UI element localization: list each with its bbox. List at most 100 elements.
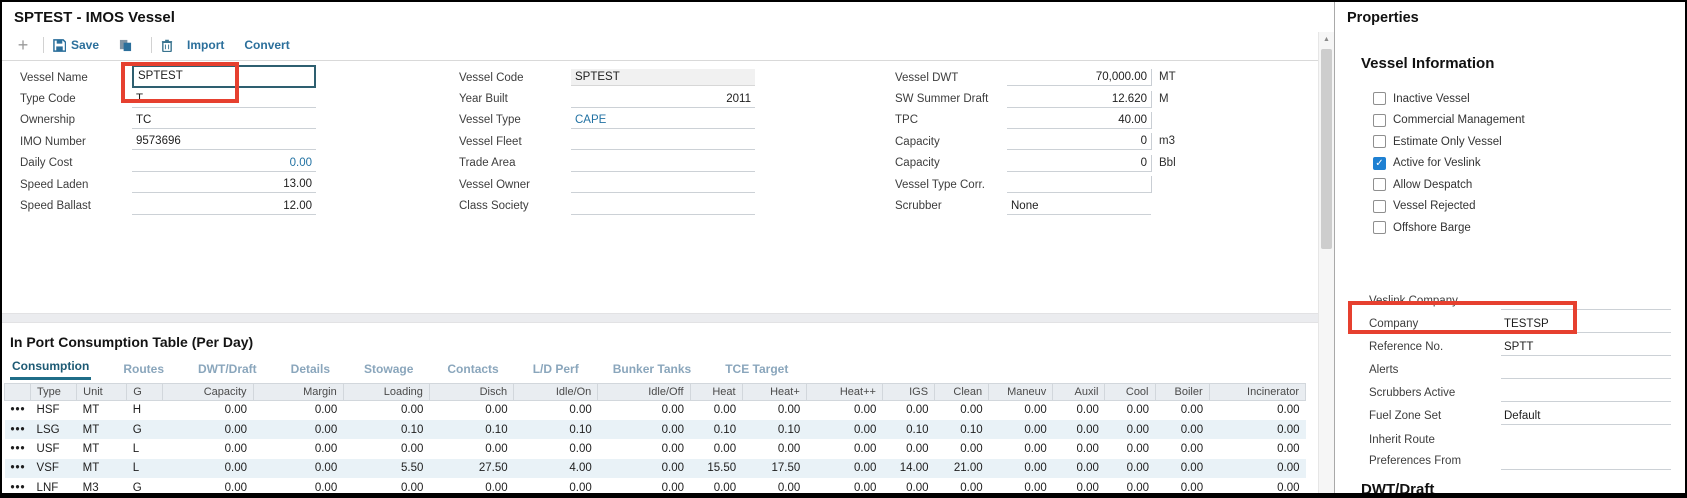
type-code-field[interactable]: T	[132, 91, 316, 108]
cell-clean[interactable]: 0.00	[960, 442, 983, 455]
cell-clean[interactable]: 0.00	[960, 404, 983, 417]
cell-auxil[interactable]: 0.00	[1076, 404, 1099, 417]
cell-disch[interactable]: 27.50	[429, 458, 514, 479]
checkbox-inactive-vessel[interactable]	[1373, 92, 1386, 106]
tpc-field[interactable]: 40.00	[1007, 112, 1151, 129]
cell-auxil[interactable]: 0.00	[1052, 419, 1105, 440]
checkbox-allow-despatch[interactable]	[1373, 178, 1386, 192]
cell-heat[interactable]: 0.00	[806, 458, 883, 479]
cell-igs[interactable]: 14.00	[882, 458, 935, 479]
cell-idle-on[interactable]: 0.10	[513, 419, 598, 440]
vessel-fleet-field[interactable]	[571, 133, 755, 151]
cell-incinerator[interactable]: 0.00	[1277, 442, 1300, 455]
inherit-route-preferences-from-field[interactable]	[1501, 453, 1671, 470]
cell-heat[interactable]: 0.00	[854, 404, 877, 417]
cell-unit[interactable]: M3	[82, 481, 99, 493]
alerts-field[interactable]	[1501, 362, 1671, 379]
cell-unit[interactable]: MT	[82, 442, 100, 455]
vessel-dwt-field[interactable]: 70,000.00	[1007, 69, 1151, 87]
checkbox-row-inactive-vessel[interactable]: Inactive Vessel	[1373, 88, 1673, 110]
cell-capacity[interactable]: 0.00	[224, 481, 248, 493]
cell-margin[interactable]: 0.00	[253, 458, 344, 479]
cell-idle-off[interactable]: 0.00	[597, 458, 690, 479]
ownership-field[interactable]: TC	[132, 112, 316, 129]
cell-type[interactable]: USF	[36, 442, 60, 455]
cell-idle-on[interactable]: 4.00	[513, 458, 598, 479]
cell-heat[interactable]: 15.50	[690, 458, 743, 479]
tab-details[interactable]: Details	[290, 362, 331, 376]
cell-incinerator[interactable]: 0.00	[1209, 419, 1306, 440]
checkbox-row-commercial-management[interactable]: Commercial Management	[1373, 110, 1673, 132]
cell-loading[interactable]: 0.00	[401, 404, 424, 417]
import-button[interactable]: Import	[187, 38, 225, 52]
row-menu-icon[interactable]: •••	[4, 419, 31, 440]
convert-button[interactable]: Convert	[244, 38, 290, 52]
cell-igs[interactable]: 0.00	[906, 404, 929, 417]
cell-cool[interactable]: 0.00	[1126, 481, 1149, 493]
cell-heat[interactable]: 0.00	[713, 442, 737, 455]
cell-boiler[interactable]: 0.00	[1155, 458, 1210, 479]
cell-capacity[interactable]: 0.00	[162, 419, 254, 440]
cell-heat[interactable]: 0.10	[690, 419, 743, 440]
cell-margin[interactable]: 0.00	[253, 419, 344, 440]
tab-consumption[interactable]: Consumption	[10, 356, 92, 380]
tab-dwt-draft[interactable]: DWT/Draft	[198, 362, 257, 376]
cell-unit[interactable]: MT	[76, 419, 127, 440]
scrubbers-active-field[interactable]	[1501, 385, 1671, 402]
scrollbar-thumb[interactable]	[1321, 49, 1332, 249]
cell-heat[interactable]: 0.00	[777, 442, 801, 455]
cell-heat[interactable]: 0.10	[742, 419, 807, 440]
cell-maneuv[interactable]: 0.00	[1024, 404, 1047, 417]
cell-idle-on[interactable]: 0.00	[569, 442, 592, 455]
cell-g[interactable]: L	[126, 458, 163, 479]
row-menu-icon[interactable]: •••	[10, 404, 26, 417]
cell-igs[interactable]: 0.00	[906, 442, 929, 455]
tab-stowage[interactable]: Stowage	[364, 362, 414, 376]
scrollbar-track[interactable]: ▲	[1318, 32, 1334, 493]
capacity-field[interactable]: 0	[1007, 155, 1151, 172]
tab-tce-target[interactable]: TCE Target	[725, 362, 789, 376]
tab-l-d-perf[interactable]: L/D Perf	[532, 362, 579, 376]
scrubber-field[interactable]: None	[1007, 198, 1151, 215]
cell-boiler[interactable]: 0.00	[1180, 442, 1204, 455]
cell-disch[interactable]: 0.00	[485, 442, 508, 455]
cell-heat[interactable]: 0.00	[854, 442, 877, 455]
vessel-owner-field[interactable]	[571, 176, 755, 194]
cell-maneuv[interactable]: 0.00	[1024, 442, 1047, 455]
cell-loading[interactable]: 0.00	[401, 481, 424, 493]
cell-auxil[interactable]: 0.00	[1076, 442, 1099, 455]
add-button[interactable]: +	[17, 35, 29, 55]
company-field[interactable]: TESTSP	[1501, 316, 1671, 333]
cell-maneuv[interactable]: 0.00	[988, 419, 1053, 440]
vessel-type-field[interactable]: CAPE	[571, 112, 755, 129]
vessel-code-field[interactable]: SPTEST	[571, 69, 755, 87]
cell-cool[interactable]: 0.00	[1104, 419, 1155, 440]
sw-summer-draft-field[interactable]: 12.620	[1007, 91, 1151, 108]
scrollbar-up-button[interactable]: ▲	[1323, 36, 1330, 43]
save-button[interactable]: Save	[53, 38, 99, 52]
cell-g[interactable]: G	[126, 419, 163, 440]
cell-loading[interactable]: 5.50	[343, 458, 430, 479]
checkbox-estimate-only-vessel[interactable]	[1373, 135, 1386, 149]
cell-cool[interactable]: 0.00	[1126, 442, 1149, 455]
cell-maneuv[interactable]: 0.00	[988, 458, 1053, 479]
cell-type[interactable]: LSG	[30, 419, 77, 440]
row-menu-icon[interactable]: •••	[10, 481, 26, 493]
cell-type[interactable]: LNF	[36, 481, 59, 493]
cell-heat[interactable]: 0.00	[777, 481, 801, 493]
cell-boiler[interactable]: 0.00	[1180, 404, 1204, 417]
cell-unit[interactable]: MT	[76, 458, 127, 479]
cell-boiler[interactable]: 0.00	[1155, 419, 1210, 440]
tab-routes[interactable]: Routes	[123, 362, 164, 376]
cell-clean[interactable]: 0.00	[960, 481, 983, 493]
cell-idle-off[interactable]: 0.00	[661, 442, 684, 455]
cell-margin[interactable]: 0.00	[314, 481, 338, 493]
cell-incinerator[interactable]: 0.00	[1277, 404, 1300, 417]
cell-disch[interactable]: 0.00	[485, 404, 508, 417]
cell-heat[interactable]: 17.50	[742, 458, 807, 479]
cell-unit[interactable]: MT	[82, 404, 100, 417]
cell-auxil[interactable]: 0.00	[1076, 481, 1099, 493]
cell-idle-on[interactable]: 0.00	[569, 404, 592, 417]
veslink-company-field[interactable]	[1501, 293, 1671, 310]
vessel-name-field[interactable]: SPTEST	[132, 64, 316, 88]
